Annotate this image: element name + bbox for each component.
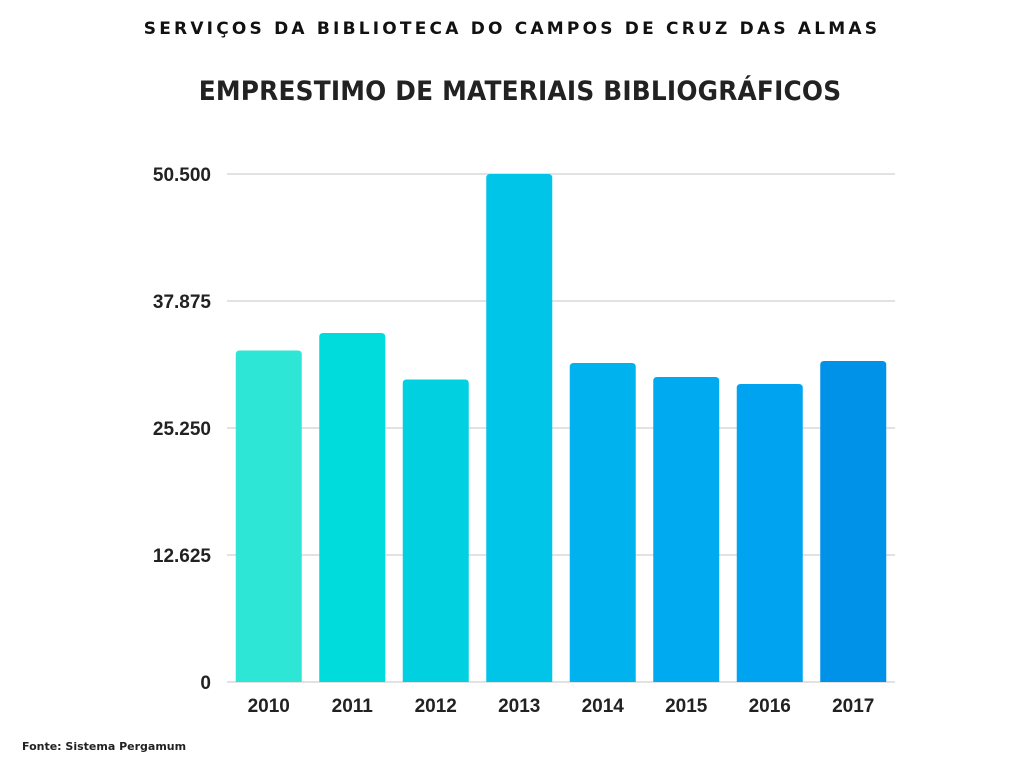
x-tick-label: 2014 (582, 696, 625, 717)
y-axis-ticks: 0 12.625 25.250 37.875 50.500 (153, 165, 212, 694)
chart-supertitle: SERVIÇOS DA BIBLIOTECA DO CAMPOS DE CRUZ… (143, 19, 881, 39)
bar-2011 (319, 332, 386, 682)
y-tick-label: 37.875 (153, 292, 212, 313)
chart-title: EMPRESTIMO DE MATERIAIS BIBLIOGRÁFICOS (198, 76, 842, 107)
bar-2010 (235, 350, 302, 682)
bar-2015 (653, 376, 720, 682)
y-tick-label: 12.625 (153, 546, 212, 567)
x-tick-label: 2016 (749, 696, 791, 717)
bar-2012 (402, 379, 469, 682)
bar-2017 (820, 361, 887, 682)
x-axis-ticks: 2010 2011 2012 2013 2014 2015 2016 2017 (248, 696, 875, 717)
x-tick-label: 2015 (665, 696, 708, 717)
x-tick-label: 2017 (832, 696, 874, 717)
source-note: Fonte: Sistema Pergamum (22, 740, 187, 753)
bar-2014 (569, 363, 636, 682)
x-tick-label: 2012 (415, 696, 457, 717)
y-tick-label: 50.500 (153, 165, 211, 186)
y-tick-label: 0 (200, 673, 211, 694)
bars (235, 174, 887, 682)
x-tick-label: 2013 (498, 696, 540, 717)
bar-2013 (486, 174, 553, 682)
y-tick-label: 25.250 (153, 419, 211, 440)
bar-2016 (736, 384, 803, 682)
x-tick-label: 2011 (332, 696, 374, 717)
x-tick-label: 2010 (248, 696, 290, 717)
